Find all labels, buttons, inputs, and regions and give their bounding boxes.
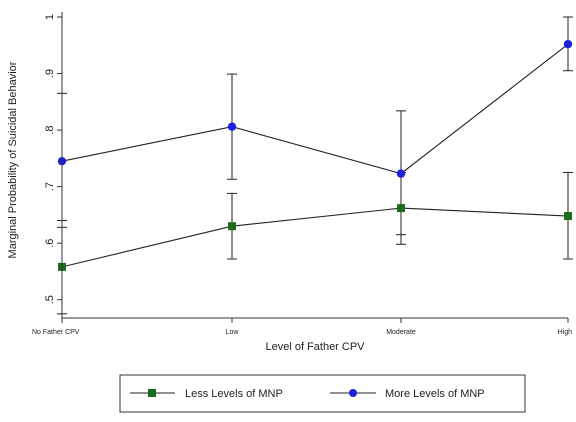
y-tick-label: .9	[44, 69, 56, 78]
y-axis-title: Marginal Probability of Suicidal Behavio…	[7, 61, 19, 258]
legend: Less Levels of MNP More Levels of MNP	[119, 374, 526, 413]
x-axis-title: Level of Father CPV	[265, 341, 365, 353]
y-tick-label: .5	[44, 295, 56, 304]
series-line-0	[61, 207, 569, 268]
y-ticks: .5 .6 .7 .8 .9 1	[44, 14, 62, 304]
x-tick-label: Moderate	[386, 329, 416, 336]
x-tick-label: No Father CPV	[32, 329, 80, 336]
legend-label-less: Less Levels of MNP	[185, 388, 283, 400]
legend-marker-more	[349, 389, 357, 397]
data-point-square	[397, 204, 405, 213]
y-tick-label: .6	[44, 239, 56, 248]
plot-lines	[61, 43, 569, 268]
markers	[57, 39, 573, 271]
legend-marker-less	[148, 389, 156, 397]
y-tick-label: .7	[44, 182, 56, 191]
x-tick-label: Low	[226, 329, 240, 336]
data-point-square	[564, 212, 572, 221]
data-point-circle	[396, 169, 406, 178]
data-point-circle	[563, 39, 573, 49]
x-tick-label: High	[558, 329, 573, 336]
error-bars	[57, 16, 573, 315]
y-tick-label: 1	[44, 14, 56, 20]
series-line-1	[61, 43, 569, 175]
y-tick-label: .8	[44, 125, 56, 134]
data-point-circle	[227, 122, 237, 131]
legend-label-more: More Levels of MNP	[385, 388, 485, 400]
legend-box	[119, 374, 526, 413]
x-ticks: No Father CPV Low Moderate High	[32, 318, 572, 336]
data-point-square	[228, 222, 236, 231]
